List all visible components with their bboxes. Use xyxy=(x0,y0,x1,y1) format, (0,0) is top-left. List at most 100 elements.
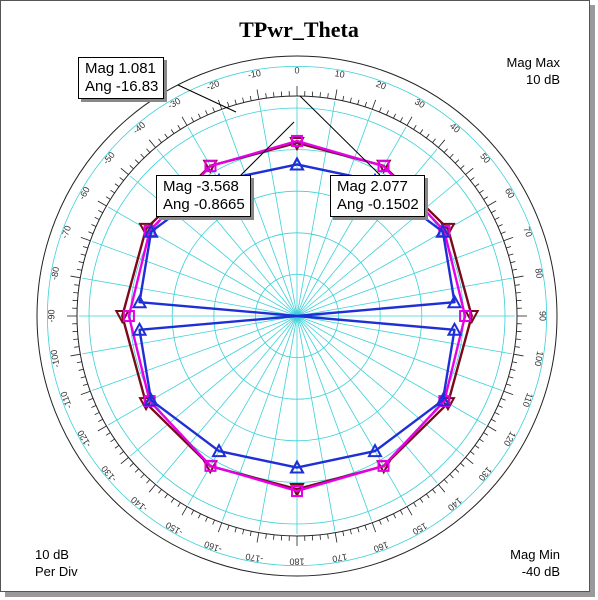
scale-tick xyxy=(386,110,389,116)
angle-tick-label: -170 xyxy=(245,551,264,564)
scale-tick xyxy=(198,113,201,119)
angle-tick-label: 0 xyxy=(294,65,299,75)
scale-tick xyxy=(76,361,82,364)
series-point xyxy=(377,160,390,173)
scale-tick xyxy=(510,261,516,264)
scale-tick xyxy=(134,159,140,164)
scale-tick xyxy=(443,479,448,484)
scale-tick xyxy=(465,167,474,175)
scale-tick xyxy=(512,268,518,271)
scale-tick xyxy=(419,129,424,134)
scale-tick xyxy=(273,534,275,540)
marker-readout-1: Mag 1.081 Ang -16.83 xyxy=(78,57,165,99)
scale-tick xyxy=(513,275,524,279)
angle-tick-label: 10 xyxy=(334,68,346,80)
scale-tick xyxy=(512,361,518,364)
scale-tick xyxy=(119,451,124,455)
angle-tick-label: 60 xyxy=(503,186,517,200)
scale-tick xyxy=(364,101,367,107)
scale-tick xyxy=(97,425,107,432)
angle-tick-label: -130 xyxy=(99,464,118,484)
scale-tick xyxy=(460,165,465,170)
scale-tick xyxy=(432,489,436,494)
angle-tick-label: 120 xyxy=(502,430,518,448)
series-point xyxy=(367,443,383,458)
scale-tick xyxy=(265,533,267,539)
scale-tick xyxy=(334,532,338,543)
scale-tick xyxy=(74,284,80,286)
scale-tick xyxy=(514,346,520,348)
angle-tick-label: -80 xyxy=(49,266,61,281)
scale-tick xyxy=(205,110,208,116)
scale-tick xyxy=(146,148,151,153)
scale-tick xyxy=(406,506,413,516)
marker-1-mag: Mag 1.081 xyxy=(85,60,156,77)
scale-tick xyxy=(470,451,475,455)
scale-tick xyxy=(181,506,188,516)
scale-tick xyxy=(349,529,352,535)
scale-tick xyxy=(425,133,430,139)
scale-tick xyxy=(73,292,79,294)
scale-tick xyxy=(80,236,91,242)
scale-tick xyxy=(506,383,512,386)
series-point xyxy=(143,392,159,407)
series-point xyxy=(291,485,303,498)
series-point xyxy=(289,136,305,152)
scale-tick xyxy=(474,183,480,188)
scale-tick xyxy=(78,368,84,371)
scale-tick xyxy=(449,153,454,159)
scale-tick xyxy=(399,510,403,515)
scale-tick xyxy=(80,390,91,396)
scale-tick xyxy=(198,513,201,519)
scale-tick xyxy=(129,462,134,467)
scale-tick xyxy=(91,405,97,408)
per-div-label: 10 dB Per Div xyxy=(35,546,78,580)
scale-tick xyxy=(508,376,514,379)
scale-tick xyxy=(80,376,86,379)
scale-tick xyxy=(242,97,245,103)
scale-tick xyxy=(94,412,100,415)
series-point xyxy=(289,156,305,171)
scale-tick xyxy=(158,138,162,143)
angle-tick-label: 80 xyxy=(533,268,545,280)
scale-tick xyxy=(158,489,162,494)
angle-tick-label: 140 xyxy=(446,495,464,512)
angle-tick-label: 90 xyxy=(538,311,548,321)
grid-ring xyxy=(46,65,548,567)
scale-tick xyxy=(413,124,417,130)
scale-tick xyxy=(212,107,215,113)
scale-tick xyxy=(98,210,103,214)
angle-tick-label: -100 xyxy=(49,349,62,368)
mag-min-label: Mag Min -40 dB xyxy=(510,546,560,580)
scale-tick xyxy=(443,148,448,153)
scale-tick xyxy=(227,101,230,107)
scale-tick xyxy=(349,97,352,103)
scale-tick xyxy=(470,177,475,181)
scale-tick xyxy=(177,124,181,130)
scale-tick xyxy=(164,133,169,139)
scale-tick xyxy=(146,479,151,484)
scale-tick xyxy=(487,425,497,432)
scale-tick xyxy=(134,468,140,473)
series-point xyxy=(291,134,303,147)
angle-tick-label: 70 xyxy=(521,226,534,239)
scale-tick xyxy=(170,129,175,134)
grid-spoke xyxy=(296,315,512,355)
scale-tick xyxy=(129,165,134,170)
angle-tick-label: -150 xyxy=(164,520,185,538)
scale-tick xyxy=(379,519,382,525)
series-point xyxy=(114,310,130,325)
mag-min-value: -40 dB xyxy=(521,564,560,579)
angle-tick-label: -30 xyxy=(166,96,182,111)
scale-tick xyxy=(249,95,252,101)
marker-1-ang: Ang -16.83 xyxy=(85,78,159,95)
scale-tick xyxy=(114,183,120,188)
scale-tick xyxy=(327,93,329,99)
scale-tick xyxy=(80,253,86,256)
scale-tick xyxy=(508,253,514,256)
angle-tick-label: 30 xyxy=(413,96,427,110)
grid-spoke xyxy=(108,315,298,426)
scale-tick xyxy=(140,153,145,159)
scale-tick xyxy=(460,462,465,467)
angle-tick-label: -70 xyxy=(59,224,73,240)
